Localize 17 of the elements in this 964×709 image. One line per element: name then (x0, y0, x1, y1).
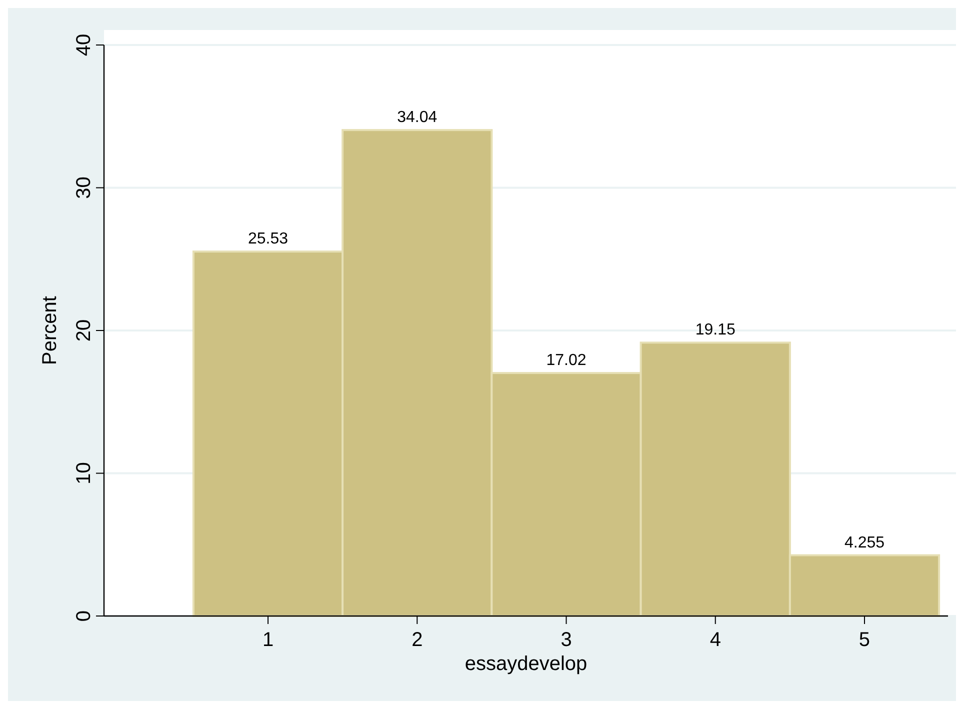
x-tick-label: 3 (560, 629, 572, 651)
x-tick-label: 4 (710, 629, 721, 651)
x-tick-label: 2 (412, 629, 423, 651)
data-label: 34.04 (397, 109, 438, 126)
data-label: 4.255 (844, 534, 885, 552)
y-tick-label: 30 (73, 176, 95, 199)
data-label: 17.02 (546, 352, 586, 370)
data-label: 25.53 (248, 230, 288, 248)
y-tick-label: 20 (73, 319, 95, 342)
x-tick-label: 1 (262, 629, 274, 651)
y-axis-title: Percent (39, 296, 61, 365)
x-axis-title: essaydevelop (464, 653, 588, 675)
y-tick-label: 10 (73, 462, 95, 484)
y-tick-label: 40 (73, 34, 95, 56)
y-tick-label: 0 (73, 610, 95, 622)
data-label: 19.15 (695, 322, 736, 339)
x-tick-label: 5 (858, 629, 870, 651)
